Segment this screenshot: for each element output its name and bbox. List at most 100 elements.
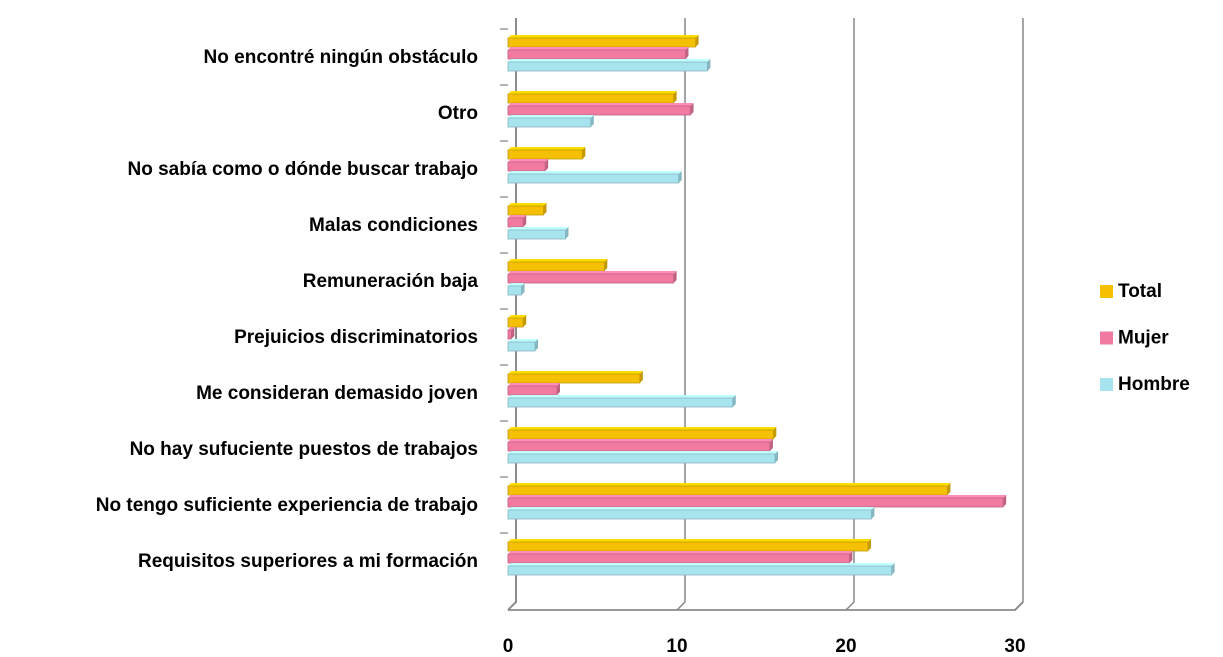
y-tick-label: No sabía como o dónde buscar trabajo [127,159,478,180]
bar [507,453,776,464]
bar-end [947,483,951,495]
bar [507,317,524,328]
bar [507,173,680,184]
bar [507,541,869,552]
bar [507,93,675,104]
bar-top [508,383,561,386]
bar-top [508,563,895,566]
bar-top [508,283,525,286]
bar-end [639,371,643,383]
bar-top [508,495,1007,498]
bar-end [604,259,608,271]
bar-end [1003,495,1007,507]
bar-top [508,395,736,398]
bar [507,117,592,128]
bar-top [508,35,699,38]
bar-top [508,147,586,150]
x-tick-label: 20 [835,636,856,657]
bar [507,397,734,408]
bar-end [732,395,736,407]
bar-end [545,159,549,171]
bar [507,341,536,352]
bar [507,441,771,452]
bar-end [690,103,694,115]
bar-end [769,439,773,451]
y-tick-label: Me consideran demasido joven [196,383,478,404]
bar-top [508,371,643,374]
bar-top [508,327,515,330]
bar [507,61,708,72]
axis-floor [508,601,1024,611]
bar-end [557,383,561,395]
bar-top [508,59,711,62]
y-tick-label: No hay sufuciente puestos de trabajos [130,439,478,460]
legend-swatch [1100,378,1113,391]
bar [507,161,546,172]
x-tick-label: 30 [1004,636,1025,657]
bar-end [521,283,525,295]
bar-top [508,171,682,174]
y-tick-label: Prejuicios discriminatorios [234,327,478,348]
bar [507,429,774,440]
bar [507,373,641,384]
bar [507,49,686,60]
bar [507,149,583,160]
legend-swatch [1100,285,1113,298]
bar [507,485,948,496]
bar [507,229,566,240]
bar-end [678,171,682,183]
bar [507,285,522,296]
bar-end [707,59,711,71]
bar-top [508,47,689,50]
bar [507,217,524,228]
bar-top [508,539,871,542]
y-tick-label: No encontré ningún obstáculo [204,47,478,68]
bar-top [508,259,608,262]
bar-end [685,47,689,59]
bar-top [508,215,527,218]
bar-end [773,427,777,439]
bar-top [508,427,777,430]
bar [507,509,872,520]
bar-top [508,159,549,162]
legend-label: Hombre [1118,374,1190,395]
bar-end [565,227,569,239]
y-tick-label: Otro [438,103,478,124]
bar [507,385,558,396]
legend-label: Mujer [1118,328,1169,349]
x-tick-label: 10 [666,636,687,657]
bar-top [508,103,694,106]
bar-end [891,563,895,575]
bar-end [535,339,539,351]
bar-end [511,327,515,339]
bar-end [523,215,527,227]
bar-end [590,115,594,127]
grid-line [845,18,855,611]
bar [507,565,893,576]
bar [507,37,696,48]
bar-top [508,91,677,94]
bar-top [508,227,569,230]
bar-top [508,551,853,554]
bar-top [508,339,539,342]
bar-end [695,35,699,47]
bar-top [508,315,527,318]
legend-swatch [1100,331,1113,345]
bar [507,205,544,216]
bar-top [508,507,875,510]
bar-top [508,115,594,118]
y-tick-label: No tengo suficiente experiencia de traba… [96,495,478,516]
bar-end [849,551,853,563]
grid-line [1014,18,1024,611]
y-tick-label: Requisitos superiores a mi formación [138,551,478,572]
x-tick-label: 0 [503,636,514,657]
bar [507,497,1004,508]
bar [507,105,691,116]
y-tick-label: Malas condiciones [309,215,478,236]
bar-top [508,483,951,486]
bar-end [582,147,586,159]
bar-end [543,203,547,215]
y-tick-label: Remuneración baja [303,271,479,292]
legend-label: Total [1118,281,1162,302]
